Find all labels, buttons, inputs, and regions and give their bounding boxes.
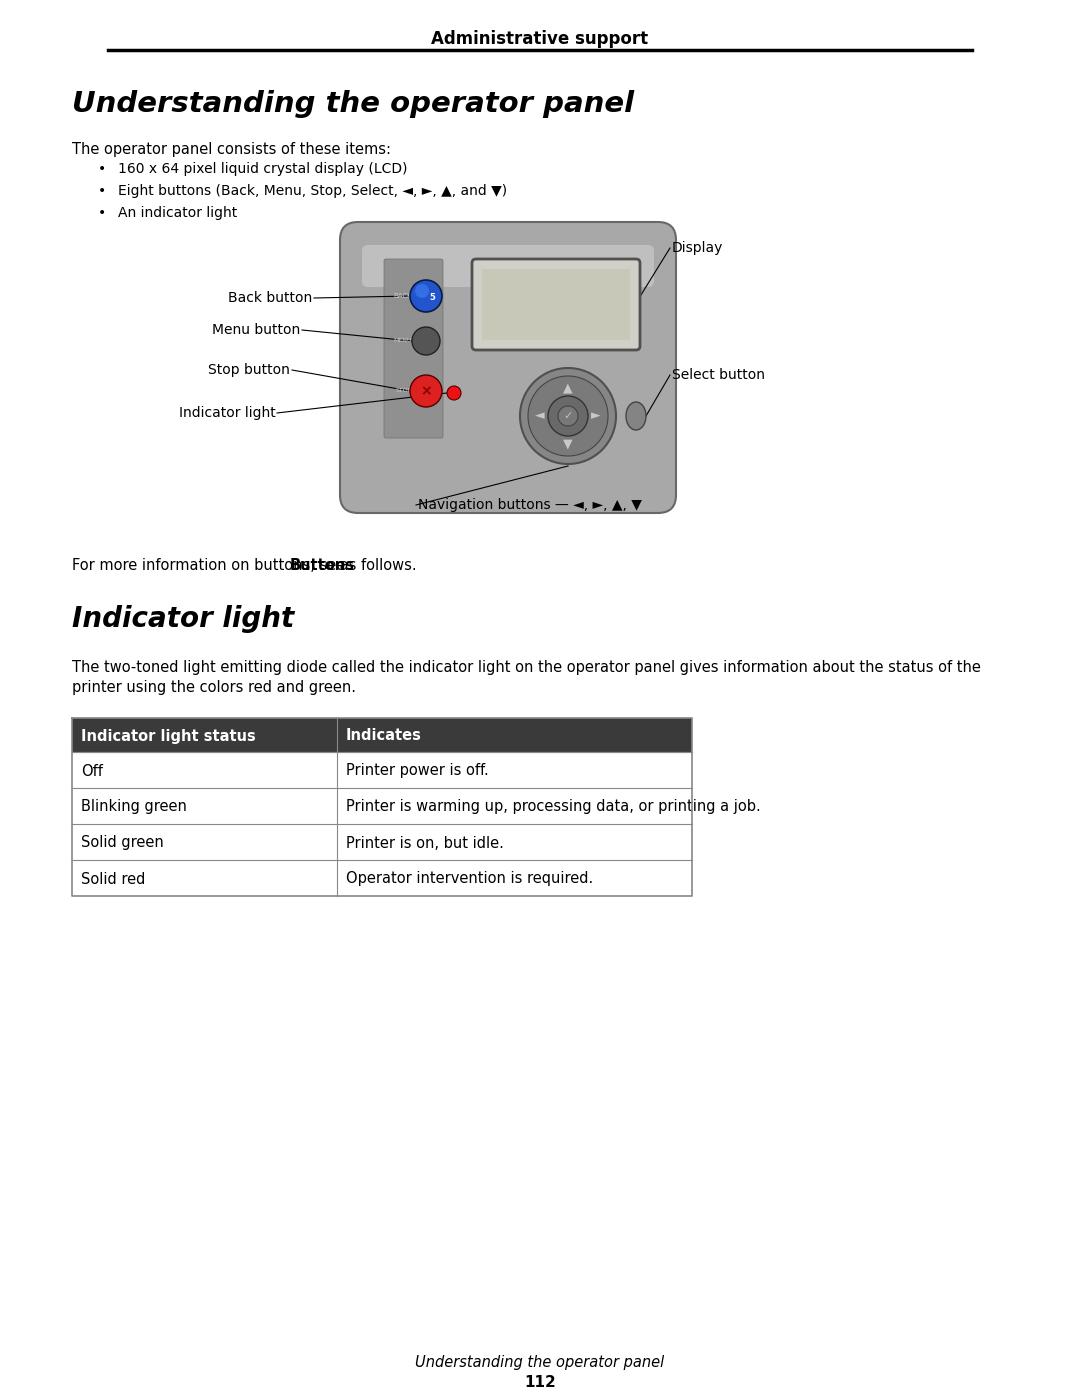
- Text: Navigation buttons — ◄, ►, ▲, ▼: Navigation buttons — ◄, ►, ▲, ▼: [418, 497, 642, 511]
- Text: Operator intervention is required.: Operator intervention is required.: [346, 872, 593, 887]
- Text: Solid green: Solid green: [81, 835, 164, 851]
- Circle shape: [548, 395, 588, 436]
- Text: The operator panel consists of these items:: The operator panel consists of these ite…: [72, 142, 391, 156]
- Text: STOP: STOP: [395, 388, 411, 394]
- Text: Understanding the operator panel: Understanding the operator panel: [72, 89, 634, 117]
- FancyBboxPatch shape: [362, 244, 654, 286]
- Circle shape: [558, 407, 578, 426]
- Text: Display: Display: [672, 242, 724, 256]
- Text: Indicates: Indicates: [346, 728, 422, 743]
- FancyBboxPatch shape: [72, 824, 692, 861]
- Text: Printer is on, but idle.: Printer is on, but idle.: [346, 835, 504, 851]
- Text: ▼: ▼: [563, 437, 572, 450]
- Circle shape: [410, 374, 442, 407]
- Circle shape: [519, 367, 616, 464]
- FancyBboxPatch shape: [72, 718, 692, 752]
- FancyBboxPatch shape: [72, 788, 692, 824]
- Text: Stop button: Stop button: [208, 363, 291, 377]
- FancyBboxPatch shape: [482, 270, 630, 339]
- Text: Off: Off: [81, 764, 103, 778]
- FancyBboxPatch shape: [340, 222, 676, 513]
- Text: Buttons: Buttons: [289, 557, 354, 573]
- FancyBboxPatch shape: [72, 752, 692, 788]
- Text: printer using the colors red and green.: printer using the colors red and green.: [72, 680, 356, 694]
- Text: Printer is warming up, processing data, or printing a job.: Printer is warming up, processing data, …: [346, 799, 760, 814]
- Text: Blinking green: Blinking green: [81, 799, 187, 814]
- Ellipse shape: [626, 402, 646, 430]
- Text: 112: 112: [524, 1375, 556, 1390]
- Text: An indicator light: An indicator light: [118, 205, 238, 219]
- Circle shape: [411, 327, 440, 355]
- Circle shape: [415, 284, 429, 298]
- Text: Eight buttons (Back, Menu, Stop, Select, ◄, ►, ▲, and ▼): Eight buttons (Back, Menu, Stop, Select,…: [118, 184, 508, 198]
- Text: Understanding the operator panel: Understanding the operator panel: [416, 1355, 664, 1370]
- Text: ×: ×: [420, 384, 432, 398]
- Text: For more information on buttons, see: For more information on buttons, see: [72, 557, 350, 573]
- Text: Solid red: Solid red: [81, 872, 146, 887]
- Text: MENU: MENU: [393, 338, 411, 344]
- Text: ►: ►: [591, 409, 600, 422]
- Text: ✓: ✓: [564, 411, 572, 420]
- Text: •: •: [98, 184, 106, 198]
- Text: Indicator light: Indicator light: [72, 605, 294, 633]
- Circle shape: [528, 376, 608, 455]
- Text: •: •: [98, 162, 106, 176]
- Text: Administrative support: Administrative support: [431, 29, 649, 47]
- Text: The two-toned light emitting diode called the indicator light on the operator pa: The two-toned light emitting diode calle…: [72, 659, 981, 675]
- FancyBboxPatch shape: [384, 258, 443, 439]
- Text: Back button: Back button: [228, 291, 312, 305]
- FancyBboxPatch shape: [72, 861, 692, 895]
- FancyBboxPatch shape: [472, 258, 640, 351]
- FancyBboxPatch shape: [340, 222, 676, 513]
- Text: Menu button: Menu button: [212, 323, 300, 337]
- Text: as follows.: as follows.: [335, 557, 417, 573]
- FancyBboxPatch shape: [343, 225, 673, 510]
- Text: 5: 5: [429, 292, 435, 302]
- Text: ◄: ◄: [536, 409, 544, 422]
- Text: Printer power is off.: Printer power is off.: [346, 764, 489, 778]
- Text: BACK: BACK: [393, 293, 411, 299]
- Circle shape: [447, 386, 461, 400]
- FancyBboxPatch shape: [346, 228, 670, 507]
- Text: •: •: [98, 205, 106, 219]
- Circle shape: [410, 279, 442, 312]
- Text: Indicator light: Indicator light: [179, 407, 276, 420]
- Text: ▲: ▲: [563, 381, 572, 394]
- Text: 160 x 64 pixel liquid crystal display (LCD): 160 x 64 pixel liquid crystal display (L…: [118, 162, 407, 176]
- Text: Indicator light status: Indicator light status: [81, 728, 256, 743]
- Text: Select button: Select button: [672, 367, 765, 381]
